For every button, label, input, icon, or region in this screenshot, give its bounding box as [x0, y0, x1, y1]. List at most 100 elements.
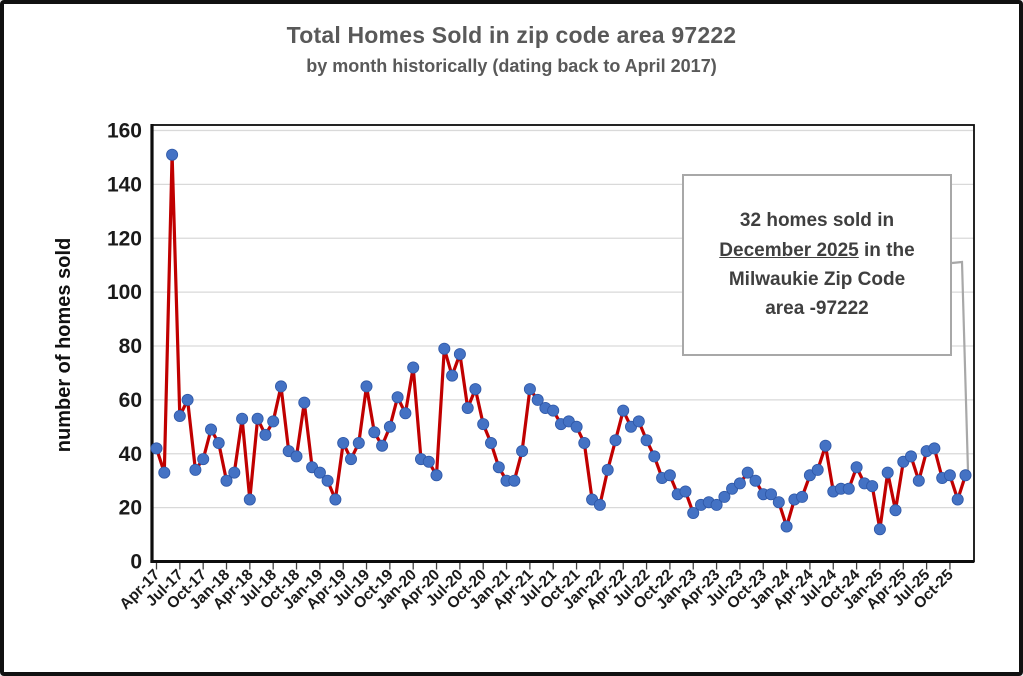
- data-point: [796, 490, 809, 503]
- data-point: [407, 361, 420, 374]
- svg-text:60: 60: [119, 389, 142, 412]
- data-point: [850, 461, 863, 474]
- data-point: [197, 453, 210, 466]
- svg-text:120: 120: [107, 227, 142, 250]
- data-point: [912, 474, 925, 487]
- data-point: [399, 407, 412, 420]
- data-point: [531, 393, 544, 406]
- data-point: [150, 442, 163, 455]
- annotation-callout-box: 32 homes sold in December 2025 in the Mi…: [682, 174, 952, 356]
- svg-text:140: 140: [107, 173, 142, 196]
- data-point: [718, 490, 731, 503]
- data-point: [601, 463, 614, 476]
- data-point: [181, 393, 194, 406]
- data-point: [391, 391, 404, 404]
- chart-subtitle: by month historically (dating back to Ap…: [306, 56, 717, 76]
- data-point: [663, 469, 676, 482]
- data-point: [710, 498, 723, 511]
- data-point: [228, 466, 241, 479]
- data-point: [360, 380, 373, 393]
- data-point: [290, 450, 303, 463]
- data-point: [733, 477, 746, 490]
- data-point: [368, 426, 381, 439]
- data-point: [842, 482, 855, 495]
- data-point: [477, 418, 490, 431]
- data-point: [251, 412, 264, 425]
- data-point: [679, 485, 692, 498]
- data-point: [383, 420, 396, 433]
- annotation-line: December 2025 in the: [719, 239, 915, 261]
- data-point: [943, 469, 956, 482]
- chart-title: Total Homes Sold in zip code area 97222: [286, 22, 737, 48]
- data-point: [749, 474, 762, 487]
- data-point: [337, 436, 350, 449]
- data-point: [166, 148, 179, 161]
- data-point: [446, 369, 459, 382]
- data-point: [438, 342, 451, 355]
- data-point: [329, 493, 342, 506]
- data-point: [204, 423, 217, 436]
- data-point: [547, 404, 560, 417]
- svg-text:80: 80: [119, 335, 142, 358]
- data-point: [259, 428, 272, 441]
- data-point: [243, 493, 256, 506]
- data-point: [321, 474, 334, 487]
- y-axis-labels: 0 20 40 60 80 100 120 140 160: [107, 120, 142, 574]
- data-point: [484, 436, 497, 449]
- data-point: [274, 380, 287, 393]
- data-point: [881, 466, 894, 479]
- data-point: [819, 439, 832, 452]
- data-point: [780, 520, 793, 533]
- x-axis-labels: Apr-17Jul-17Oct-17Jan-18Apr-18Jul-18Oct-…: [117, 563, 957, 613]
- data-point: [873, 523, 886, 536]
- data-point: [453, 348, 466, 361]
- data-point: [344, 453, 357, 466]
- data-point: [640, 434, 653, 447]
- annotation-line: 32 homes sold in: [739, 210, 895, 232]
- data-point: [469, 383, 482, 396]
- data-point: [811, 463, 824, 476]
- data-point: [313, 466, 326, 479]
- data-point: [866, 480, 879, 493]
- data-point: [578, 436, 591, 449]
- data-point: [959, 469, 972, 482]
- data-point: [617, 404, 630, 417]
- data-point: [158, 466, 171, 479]
- data-point: [905, 450, 918, 463]
- data-point: [772, 496, 785, 509]
- data-point: [593, 498, 606, 511]
- data-point: [189, 463, 202, 476]
- data-point: [687, 506, 700, 519]
- data-point: [523, 383, 536, 396]
- data-point: [741, 466, 754, 479]
- data-point: [648, 450, 661, 463]
- svg-text:100: 100: [107, 281, 142, 304]
- data-point: [212, 436, 225, 449]
- data-point: [267, 415, 280, 428]
- data-point: [609, 434, 622, 447]
- data-point: [298, 396, 311, 409]
- data-point: [430, 469, 443, 482]
- data-point: [928, 442, 941, 455]
- data-point: [376, 439, 389, 452]
- callout-line: [951, 260, 970, 472]
- svg-text:40: 40: [119, 443, 142, 466]
- data-point: [516, 445, 529, 458]
- data-point: [508, 474, 521, 487]
- data-point: [492, 461, 505, 474]
- chart-canvas: Apr-17Jul-17Oct-17Jan-18Apr-18Jul-18Oct-…: [107, 120, 975, 613]
- data-point: [951, 493, 964, 506]
- data-point: [570, 420, 583, 433]
- plot-frame: [150, 124, 975, 563]
- annotation-line: Milwaukie Zip Code: [728, 269, 906, 290]
- data-point-markers: [150, 148, 972, 536]
- data-point: [461, 401, 474, 414]
- data-point: [422, 455, 435, 468]
- svg-text:20: 20: [119, 497, 142, 520]
- annotation-line: area -97222: [765, 298, 869, 320]
- svg-text:160: 160: [107, 120, 142, 143]
- data-point: [236, 412, 249, 425]
- data-point: [765, 488, 778, 501]
- data-point: [632, 415, 645, 428]
